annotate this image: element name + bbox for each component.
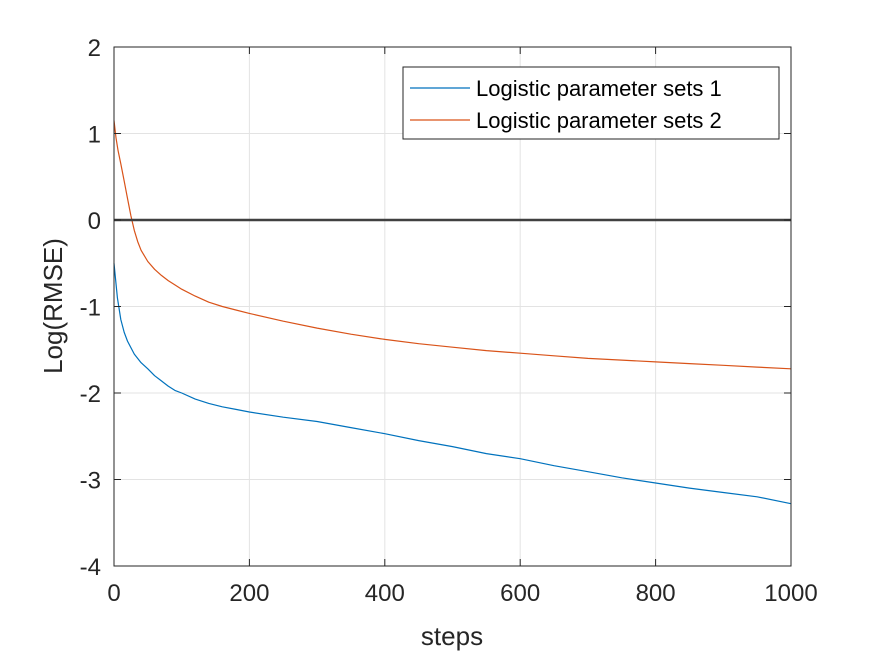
legend-box — [402, 66, 780, 140]
legend-label-series-1: Logistic parameter sets 1 — [476, 76, 722, 101]
y-tick-label: -1 — [80, 295, 101, 322]
x-tick-label: 800 — [636, 580, 676, 607]
series-line-1 — [113, 263, 792, 505]
y-tick-label: 1 — [88, 122, 101, 149]
y-tick-label: -3 — [80, 468, 101, 495]
y-tick-label: -4 — [80, 554, 101, 581]
legend: Logistic parameter sets 1 Logistic param… — [402, 66, 780, 140]
x-tick-label: 200 — [229, 580, 269, 607]
x-axis-title: steps — [421, 621, 483, 651]
y-axis-title: Log(RMSE) — [38, 238, 68, 374]
y-axis: -4 -3 -2 -1 0 1 2 — [80, 35, 791, 581]
y-tick-label: 2 — [88, 35, 101, 62]
legend-label-series-2: Logistic parameter sets 2 — [476, 108, 722, 133]
series-line-2 — [113, 120, 792, 370]
y-tick-label: -2 — [80, 381, 101, 408]
x-tick-label: 400 — [365, 580, 405, 607]
series-layer — [113, 120, 792, 505]
y-tick-label: 0 — [88, 208, 101, 235]
x-tick-label: 600 — [500, 580, 540, 607]
x-tick-label: 1000 — [764, 580, 817, 607]
x-tick-label: 0 — [107, 580, 120, 607]
x-axis: 0 200 400 600 800 1000 — [107, 47, 818, 607]
